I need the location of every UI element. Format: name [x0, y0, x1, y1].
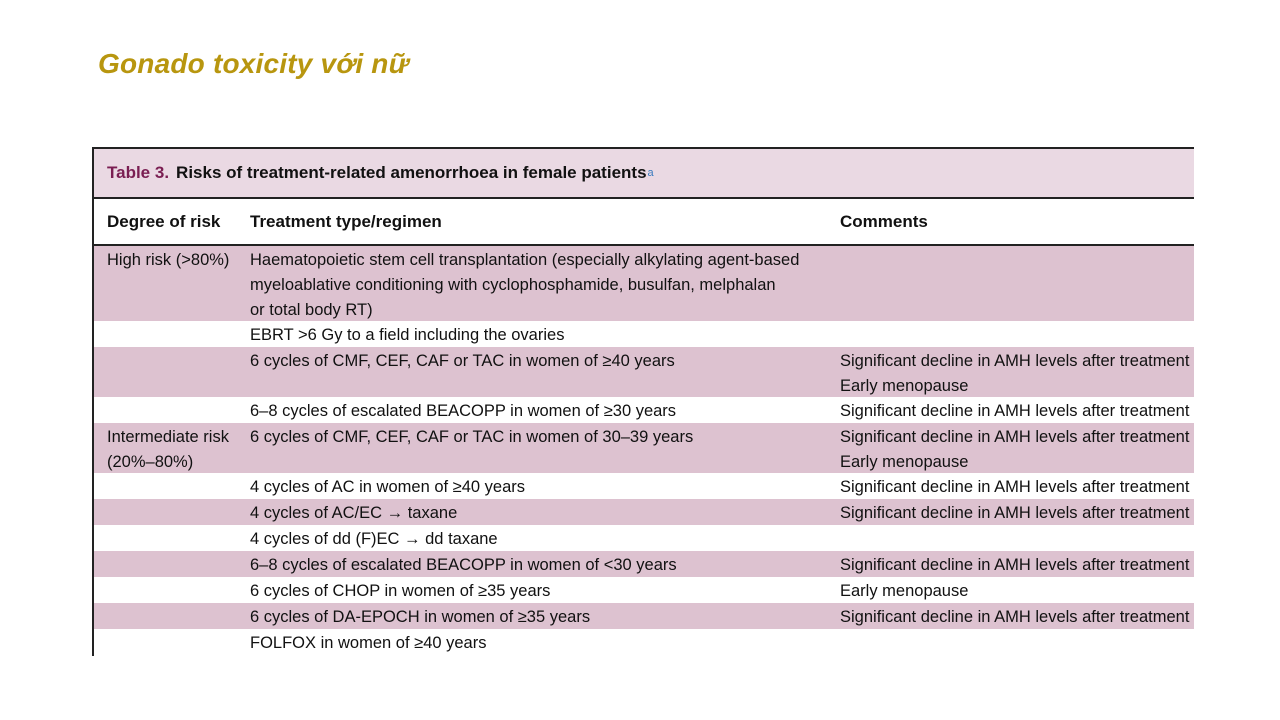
table-row: High risk (>80%) Haematopoietic stem cel… — [94, 246, 1194, 321]
treatment-cell: 6 cycles of CHOP in women of ≥35 years — [250, 582, 551, 600]
table-row: 4 cycles of dd (F)EC → dd taxane — [94, 525, 1194, 551]
table-row: 6 cycles of CMF, CEF, CAF or TAC in wome… — [94, 347, 1194, 397]
risk-cell: High risk (>80%) — [107, 251, 230, 269]
comments-cell: Significant decline in AMH levels after … — [840, 428, 1190, 471]
header-degree-of-risk: Degree of risk — [107, 211, 221, 231]
header-comments: Comments — [840, 211, 928, 231]
header-treatment-type: Treatment type/regimen — [250, 211, 442, 231]
treatment-cell: 6 cycles of CMF, CEF, CAF or TAC in wome… — [250, 428, 694, 446]
slide-title: Gonado toxicity với nữ — [98, 48, 409, 79]
table-row: 4 cycles of AC in women of ≥40 years Sig… — [94, 473, 1194, 499]
comments-cell: Significant decline in AMH levels after … — [840, 608, 1190, 626]
table-row: EBRT >6 Gy to a field including the ovar… — [94, 321, 1194, 347]
table-header-row: Degree of risk Treatment type/regimen Co… — [94, 199, 1194, 246]
risk-cell: Intermediate risk (20%–80%) — [107, 428, 229, 471]
table-row: 6 cycles of DA-EPOCH in women of ≥35 yea… — [94, 603, 1194, 629]
table-row: FOLFOX in women of ≥40 years — [94, 629, 1194, 655]
treatment-cell: 6 cycles of CMF, CEF, CAF or TAC in wome… — [250, 352, 675, 370]
treatment-cell: 6 cycles of DA-EPOCH in women of ≥35 yea… — [250, 608, 591, 626]
comments-cell: Significant decline in AMH levels after … — [840, 504, 1190, 522]
comments-cell: Significant decline in AMH levels after … — [840, 556, 1190, 574]
treatment-cell: Haematopoietic stem cell transplantation… — [250, 251, 800, 319]
treatment-cell: 4 cycles of AC in women of ≥40 years — [250, 478, 526, 496]
table-caption: Table 3. Risks of treatment-related amen… — [94, 147, 1194, 199]
comments-cell: Early menopause — [840, 582, 969, 600]
table-row: Intermediate risk (20%–80%) 6 cycles of … — [94, 423, 1194, 473]
treatment-cell: 6–8 cycles of escalated BEACOPP in women… — [250, 556, 677, 574]
table-caption-footnote-marker: a — [647, 167, 654, 179]
treatment-cell: 4 cycles of dd (F)EC → dd taxane — [250, 530, 498, 548]
table-caption-text: Risks of treatment-related amenorrhoea i… — [176, 163, 647, 182]
comments-cell: Significant decline in AMH levels after … — [840, 478, 1190, 496]
risk-table: Table 3. Risks of treatment-related amen… — [92, 147, 1194, 656]
comments-cell: Significant decline in AMH levels after … — [840, 352, 1190, 395]
table-row: 6–8 cycles of escalated BEACOPP in women… — [94, 397, 1194, 423]
treatment-cell: 4 cycles of AC/EC → taxane — [250, 504, 458, 522]
treatment-cell: 6–8 cycles of escalated BEACOPP in women… — [250, 402, 677, 420]
table-row: 6 cycles of CHOP in women of ≥35 years E… — [94, 577, 1194, 603]
treatment-cell: FOLFOX in women of ≥40 years — [250, 634, 487, 652]
table-row: 6–8 cycles of escalated BEACOPP in women… — [94, 551, 1194, 577]
treatment-cell: EBRT >6 Gy to a field including the ovar… — [250, 326, 565, 344]
comments-cell: Significant decline in AMH levels after … — [840, 402, 1190, 420]
table-row: 4 cycles of AC/EC → taxane Significant d… — [94, 499, 1194, 525]
table-body: High risk (>80%) Haematopoietic stem cel… — [94, 246, 1194, 655]
table-caption-number: Table 3. — [107, 163, 170, 182]
